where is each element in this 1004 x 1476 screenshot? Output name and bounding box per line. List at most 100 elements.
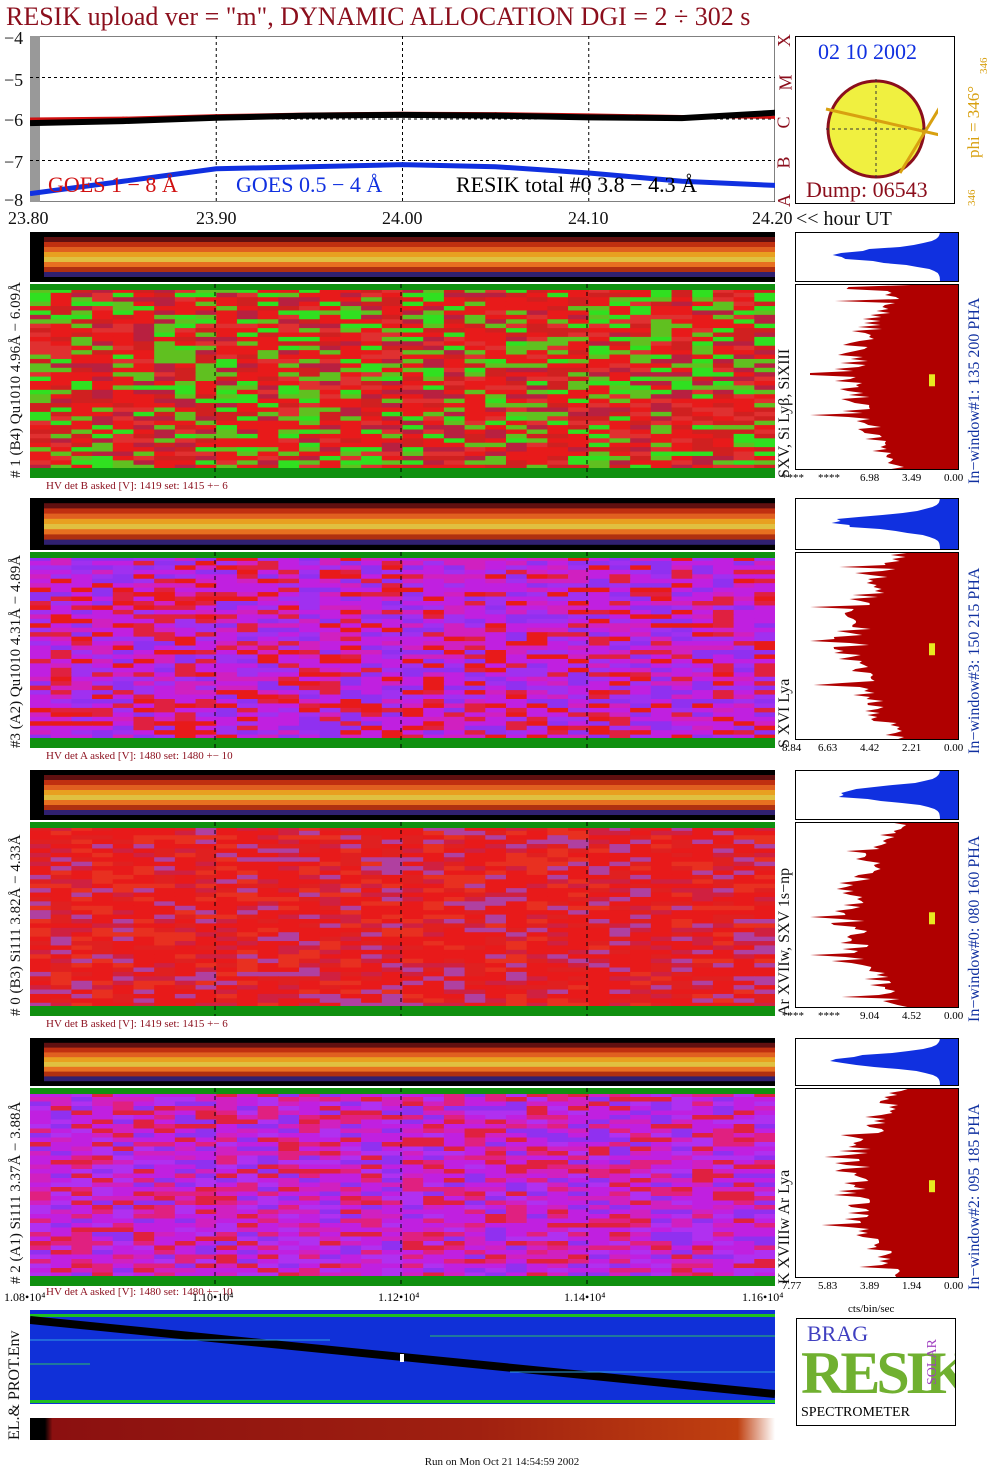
pha-tick: 5.83 <box>818 1280 838 1292</box>
pha-tick: 7.77 <box>782 1280 802 1292</box>
spectrum-heatmap <box>30 822 775 1016</box>
window-marker <box>929 912 935 925</box>
hv-readout: HV det B asked [V]: 1419 set: 1415 +− 6 <box>46 1018 228 1030</box>
logo-solar: SOLAR <box>925 1339 940 1385</box>
cts-label: cts/bin/sec <box>848 1303 895 1315</box>
y-tick-labels: −4 −5 −6 −7 −8 <box>0 28 30 210</box>
line-id-label: SXV, Si Lyβ, SiXIII <box>776 348 793 478</box>
data-point <box>494 165 498 169</box>
x-tick: 24.00 <box>382 208 423 228</box>
data-point <box>30 192 32 196</box>
pha-tick: **** <box>818 472 840 484</box>
line-id-label: Ar XVIIw, SXV 1s−np <box>776 867 793 1016</box>
x-tick: 23.80 <box>8 208 49 228</box>
pha-histogram-top <box>795 1038 959 1086</box>
pha-tick: 3.89 <box>860 1280 880 1292</box>
hv-readout: HV det B asked [V]: 1419 set: 1415 +− 6 <box>46 480 228 492</box>
pha-tick: 0.00 <box>944 1280 964 1292</box>
window-label: In−window#0: 080 160 PHA <box>966 835 983 1022</box>
pha-histogram <box>795 1088 959 1278</box>
x-tick: 24.20 <box>752 208 793 228</box>
pha-tick: 4.52 <box>902 1010 922 1022</box>
detector-label: # 0 (B3) Si111 3.82Å − 4.33Å <box>8 834 24 1016</box>
data-point <box>307 114 311 118</box>
data-point <box>587 115 591 119</box>
hv-readout: HV det A asked [V]: 1480 set: 1480 +− 10 <box>46 750 233 762</box>
pha-histogram-top <box>795 498 959 550</box>
detector-label: # 1 (B4) Qu1010 4.96Å − 6.09Å <box>8 282 24 478</box>
y-tick: −5 <box>4 70 24 90</box>
x-axis-unit: << hour UT <box>796 208 892 230</box>
env-x-tick: 1.16•10⁴ <box>742 1290 784 1304</box>
legend-resik: RESIK total #0 3.8 − 4.3 Å <box>456 172 697 197</box>
env-x-tick: 1.10•10⁴ <box>192 1290 234 1304</box>
env-x-tick: 1.14•10⁴ <box>564 1290 606 1304</box>
pha-tick: 1.94 <box>902 1280 922 1292</box>
logo-brag: BRAG <box>807 1321 869 1346</box>
data-point <box>307 165 311 169</box>
data-point <box>587 171 591 175</box>
data-point <box>401 113 404 117</box>
pha-tick: 3.49 <box>902 472 922 484</box>
env-label: EL.& PROT.Env <box>6 1330 23 1440</box>
data-point <box>773 115 775 119</box>
y-tick: −4 <box>4 28 24 48</box>
logo-spectrometer: SPECTROMETER <box>801 1405 910 1421</box>
spectrum-strip <box>30 1038 775 1086</box>
pha-histogram <box>795 552 959 740</box>
lightcurve-plot <box>30 36 775 202</box>
data-point <box>494 114 498 118</box>
data-point <box>30 121 32 125</box>
pha-tick: 0.00 <box>944 472 964 484</box>
spectrum-heatmap <box>30 552 775 748</box>
footer-run-info: Run on Mon Oct 21 14:54:59 2002 <box>424 1456 580 1468</box>
env-color-bar <box>30 1418 775 1440</box>
data-point <box>121 119 125 123</box>
line-id-label: S XVI Lya <box>776 678 793 748</box>
x-tick: 23.90 <box>196 208 237 228</box>
window-label: In−window#2: 095 185 PHA <box>966 1103 983 1290</box>
pha-tick: **** <box>782 1010 804 1022</box>
phi-label: phi = 346° <box>964 85 983 158</box>
data-point <box>773 183 775 187</box>
pha-histogram-top <box>795 770 959 820</box>
window-marker <box>929 643 935 656</box>
pha-tick: **** <box>782 472 804 484</box>
class-letter: C <box>773 116 794 129</box>
detector-label: # 2 (A1) Si111 3.37Å − 3.88Å <box>8 1101 24 1284</box>
env-plot <box>30 1310 775 1404</box>
class-letter: M <box>775 74 796 91</box>
window-label: In−window#3: 150 215 PHA <box>966 567 983 754</box>
window-marker <box>929 1180 935 1193</box>
pha-histogram <box>795 822 959 1008</box>
hv-readout: HV det A asked [V]: 1480 set: 1480 +− 10 <box>46 1286 233 1298</box>
pha-tick: 8.84 <box>782 742 802 754</box>
x-tick-labels: 23.80 23.90 24.00 24.10 24.20 << hour UT <box>0 208 1004 232</box>
data-point <box>214 167 218 171</box>
logo-resik: RESIK <box>801 1340 956 1406</box>
class-letter: X <box>774 34 794 47</box>
pha-tick: 2.21 <box>902 742 922 754</box>
phi-small-2: 346 <box>966 189 978 207</box>
pha-tick: 4.42 <box>860 742 880 754</box>
data-point <box>680 179 684 183</box>
legend-goes-long: GOES 1 − 8 Å <box>48 172 178 197</box>
sun-disk-icon <box>825 79 938 179</box>
data-point <box>30 117 32 121</box>
class-letter: B <box>773 156 794 169</box>
spectrum-strip <box>30 232 775 282</box>
legend-goes-short: GOES 0.5 − 4 Å <box>236 172 383 197</box>
sun-date: 02 10 2002 <box>818 39 917 64</box>
spectrum-heatmap <box>30 284 775 478</box>
pha-histogram <box>795 284 959 470</box>
window-label: In−window#1: 135 200 PHA <box>966 297 983 484</box>
data-point <box>773 111 775 115</box>
pha-histogram-top <box>795 232 959 282</box>
pha-tick: 0.00 <box>944 742 964 754</box>
data-point <box>401 163 404 167</box>
env-x-tick: 1.12•10⁴ <box>378 1290 420 1304</box>
y-tick: −7 <box>4 152 24 172</box>
spectrum-strip <box>30 498 775 550</box>
x-tick: 24.10 <box>568 208 609 228</box>
resik-logo: BRAG RESIK SOLAR SPECTROMETER <box>796 1318 956 1426</box>
